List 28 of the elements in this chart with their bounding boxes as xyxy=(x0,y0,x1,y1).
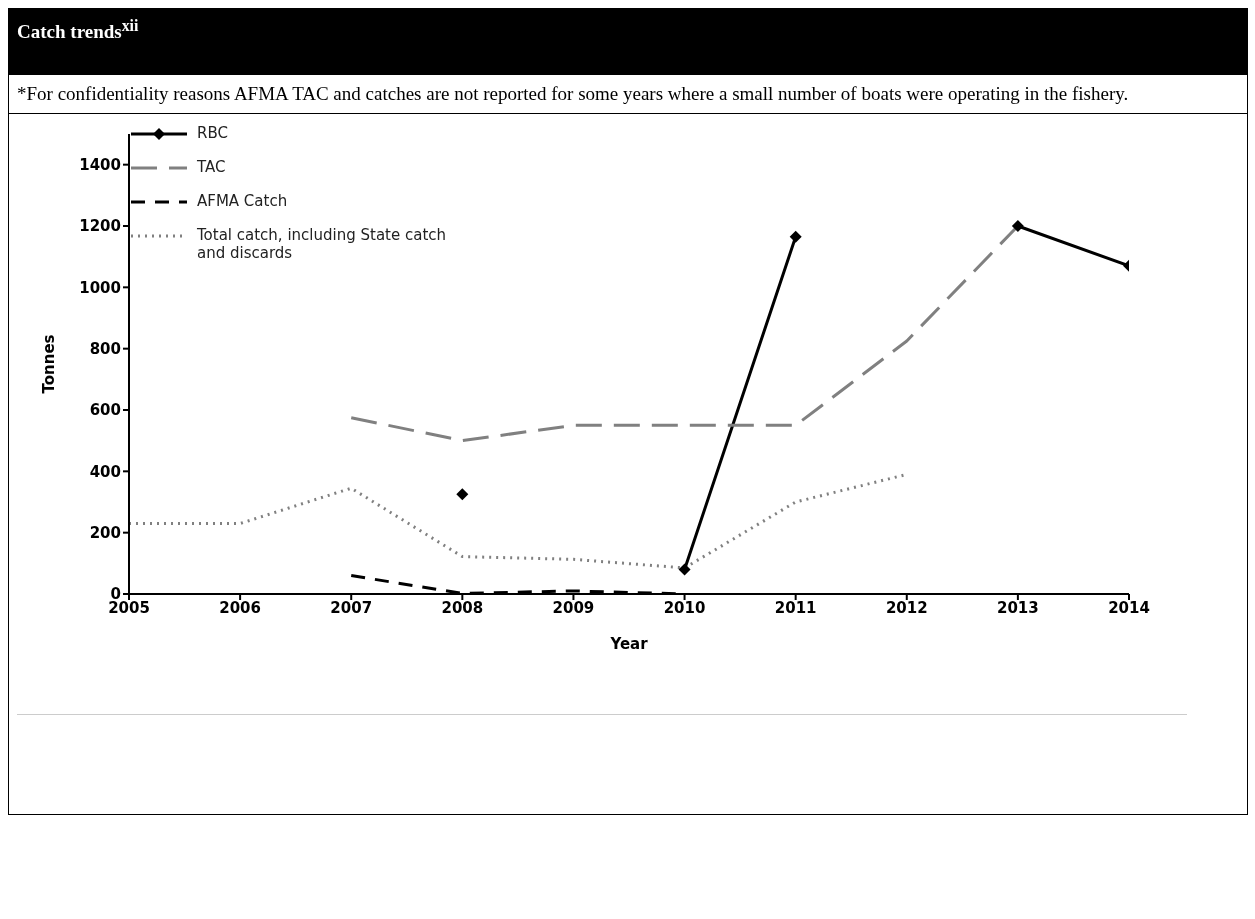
x-tick-label: 2008 xyxy=(441,598,484,617)
x-tick-label: 2010 xyxy=(663,598,706,617)
legend-label: AFMA Catch xyxy=(197,192,289,211)
x-tick-label: 2009 xyxy=(552,598,595,617)
point xyxy=(789,231,802,244)
legend-label: Total catch, including State catch and discards xyxy=(197,226,448,263)
y-axis-title: Tonnes xyxy=(40,334,59,394)
y-tick-label: 1400 xyxy=(79,156,121,175)
x-tick-label: 2011 xyxy=(774,598,817,617)
point xyxy=(1011,220,1024,233)
y-tick-label: 200 xyxy=(89,524,121,543)
x-axis-title: Year xyxy=(609,635,649,654)
y-tick-label: 800 xyxy=(89,340,121,359)
x-tick-label: 2006 xyxy=(219,598,261,617)
y-tick-label: 1000 xyxy=(79,278,121,297)
x-tick-label: 2012 xyxy=(885,598,928,617)
x-tick-label: 2007 xyxy=(330,598,373,617)
y-tick-label: 400 xyxy=(89,462,121,481)
legend-label: TAC xyxy=(197,158,227,177)
x-tick-label: 2013 xyxy=(997,598,1039,617)
y-tick-label: 1200 xyxy=(79,217,121,236)
y-tick-label: 600 xyxy=(89,401,121,420)
x-tick-label: 2014 xyxy=(1108,598,1150,617)
text: *For confidentiality reasons AFMA TAC and catches are not reported for some years where a small number of boats were operating in the fishery. xyxy=(17,83,1129,105)
point xyxy=(678,563,691,576)
legend-label: RBC xyxy=(197,124,229,143)
chart-title: Catch trends$^{xii}$ xyxy=(17,17,139,43)
point xyxy=(456,488,469,501)
